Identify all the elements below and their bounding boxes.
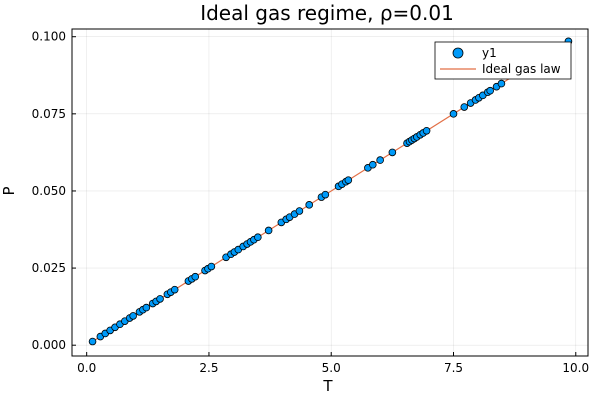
y-tick-label: 0.050 bbox=[32, 184, 66, 198]
axes bbox=[71, 28, 589, 357]
scatter-point bbox=[344, 176, 353, 184]
scatter-point bbox=[388, 148, 397, 157]
chart-title: Ideal gas regime, ρ=0.01 bbox=[200, 1, 454, 25]
y-tick-label: 0.025 bbox=[32, 261, 66, 275]
y-axis-label: P bbox=[0, 186, 18, 195]
x-tick-label: 2.5 bbox=[199, 361, 218, 375]
y-tick-label: 0.000 bbox=[32, 338, 66, 352]
scatter-point bbox=[170, 285, 179, 294]
scatter-point bbox=[295, 207, 304, 215]
scatter-point bbox=[376, 156, 384, 164]
scatter-point bbox=[207, 262, 216, 271]
scatter-point bbox=[368, 160, 377, 169]
plot-frame bbox=[71, 28, 589, 357]
legend-label-ideal-gas-law: Ideal gas law bbox=[482, 62, 561, 76]
scatter-point bbox=[156, 295, 164, 303]
y-tick-label: 0.075 bbox=[32, 107, 66, 121]
scatter-point bbox=[129, 312, 137, 320]
x-axis-label: T bbox=[322, 377, 333, 395]
grid bbox=[72, 29, 588, 356]
x-tick-label: 5.0 bbox=[322, 361, 341, 375]
legend-label-y1: y1 bbox=[482, 46, 497, 60]
scatter-point bbox=[321, 190, 330, 199]
x-axis-ticks: 0.0 2.5 5.0 7.5 10.0 bbox=[77, 352, 589, 375]
scatter-point bbox=[191, 272, 200, 281]
scatter-point bbox=[422, 127, 431, 135]
scatter-point bbox=[486, 86, 494, 95]
scatter-point bbox=[254, 233, 262, 242]
y-tick-label: 0.100 bbox=[32, 30, 66, 44]
scatter-point bbox=[449, 110, 458, 118]
scatter-point bbox=[142, 303, 151, 312]
legend: y1 Ideal gas law bbox=[434, 41, 572, 80]
scatter-point bbox=[264, 226, 273, 235]
x-tick-label: 0.0 bbox=[77, 361, 96, 375]
scatter-point bbox=[460, 103, 469, 111]
scatter-point bbox=[88, 337, 97, 346]
scatter-point bbox=[305, 201, 314, 209]
legend-marker-y1 bbox=[452, 47, 464, 59]
x-tick-label: 7.5 bbox=[444, 361, 463, 375]
plot-area bbox=[88, 37, 573, 346]
x-tick-label: 10.0 bbox=[562, 361, 589, 375]
scatter-point bbox=[497, 79, 506, 88]
y-axis-ticks: 0.000 0.025 0.050 0.075 0.100 bbox=[32, 30, 76, 352]
